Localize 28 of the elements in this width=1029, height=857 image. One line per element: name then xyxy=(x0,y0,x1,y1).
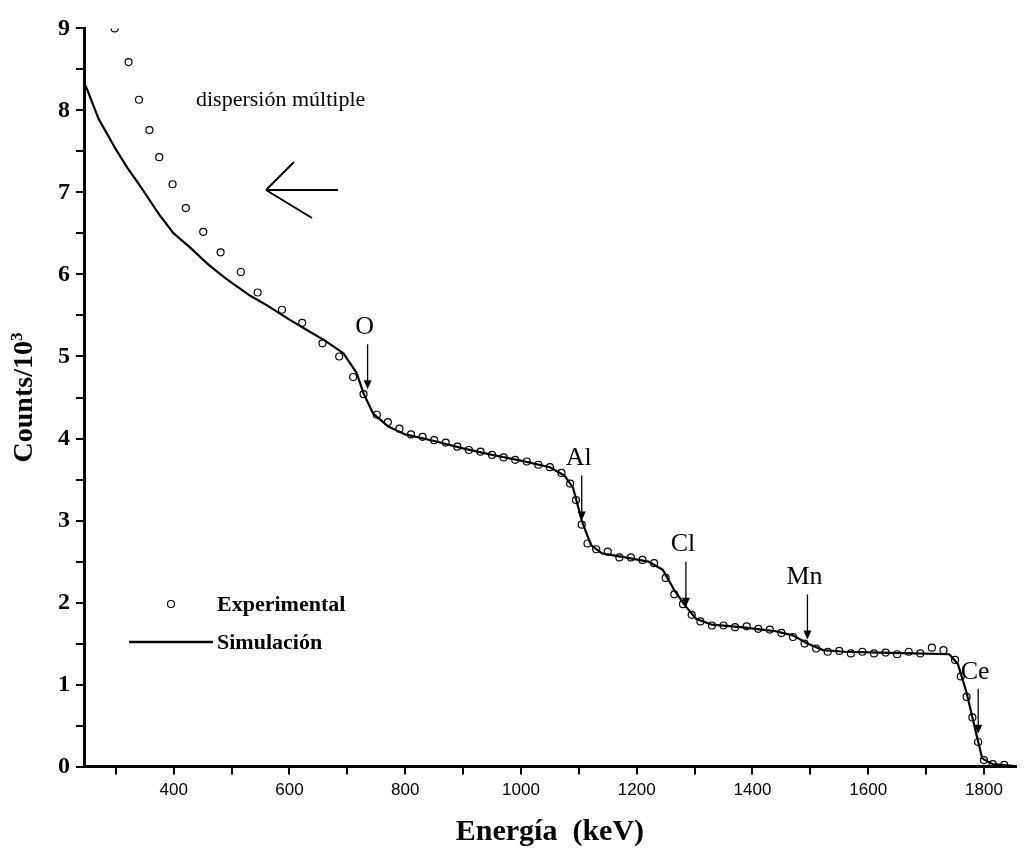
annotation: O xyxy=(355,311,374,341)
x-tick-label: 1600 xyxy=(849,780,888,800)
x-tick-label: 1800 xyxy=(965,780,1003,800)
y-tick-label: 3 xyxy=(58,505,70,532)
annotation: Al xyxy=(565,442,592,472)
y-tick-label: 9 xyxy=(58,13,70,40)
x-axis-title: Energía (keV) xyxy=(455,812,645,847)
y-tick-label: 6 xyxy=(58,259,70,286)
x-tick-label: 1400 xyxy=(733,780,772,800)
x-tick-label: 600 xyxy=(275,780,304,800)
x-tick-label: 1200 xyxy=(617,780,656,800)
x-tick-label: 800 xyxy=(391,780,420,800)
legend-label: Experimental xyxy=(217,590,346,617)
y-tick-label: 4 xyxy=(58,423,70,450)
annotation: Mn xyxy=(786,561,823,591)
y-tick-label: 2 xyxy=(58,587,70,614)
y-tick-label: 0 xyxy=(58,751,70,778)
annotation: Ce xyxy=(960,655,990,685)
y-tick-label: 8 xyxy=(58,95,70,122)
y-tick-label: 7 xyxy=(58,177,70,204)
x-tick-label: 400 xyxy=(159,780,188,800)
legend-label: Simulación xyxy=(217,628,323,655)
y-axis-title: Counts/103 xyxy=(7,332,38,463)
x-tick-label: 1000 xyxy=(502,780,540,800)
annotation: dispersión múltiple xyxy=(196,86,366,112)
annotation: Cl xyxy=(670,528,696,558)
y-tick-label: 1 xyxy=(58,669,70,696)
y-tick-label: 5 xyxy=(58,341,70,368)
